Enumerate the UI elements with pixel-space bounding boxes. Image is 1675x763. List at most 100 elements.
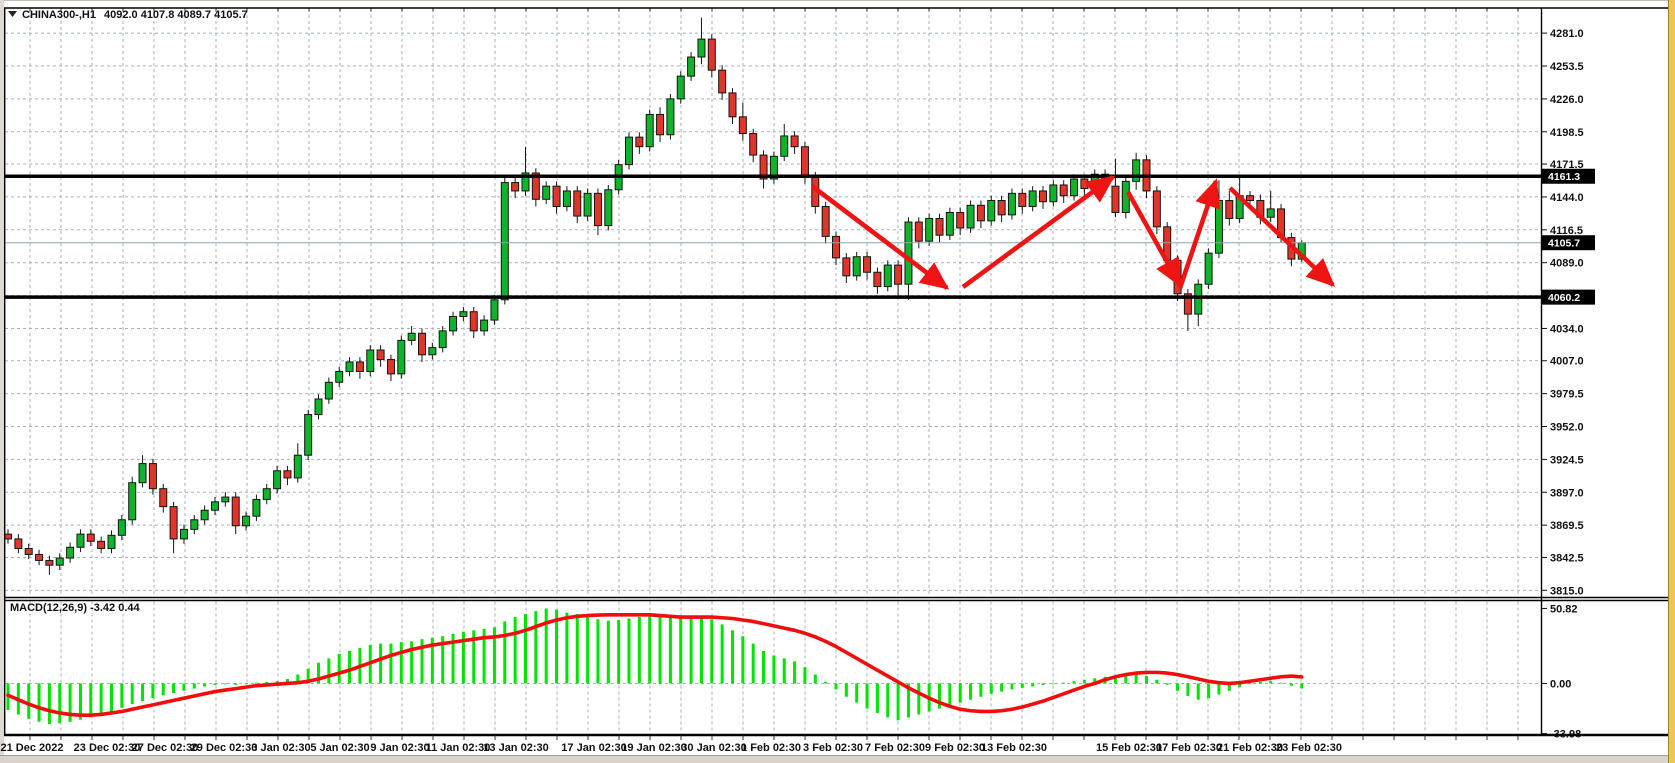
macd-histogram-bar [1020,683,1024,688]
candle [355,357,364,379]
bull-candle-body [107,534,116,549]
candle [1225,190,1234,226]
macd-histogram-bar [565,612,569,684]
macd-histogram-bar [855,683,859,703]
candle [1018,188,1027,214]
candle [76,529,85,553]
time-tick-label: 3 Feb 02:30 [803,742,863,754]
bear-candle-body [469,311,478,332]
candle [687,52,696,81]
candle [376,345,385,367]
bear-candle-body [511,182,520,192]
time-tick-label: 23 Feb 02:30 [1276,742,1342,754]
candle [562,186,571,212]
window-right-scroll-strip[interactable] [1668,0,1675,763]
trend-arrow[interactable] [810,184,950,290]
bull-candle-body [252,498,261,517]
bull-candle-body [1132,159,1141,182]
bear-candle-body [873,271,882,288]
macd-histogram-bar [120,683,124,708]
macd-series [6,608,1304,725]
trend-arrow[interactable] [961,175,1116,289]
macd-histogram-bar [151,683,155,699]
bear-candle-body [231,496,240,527]
candle [35,549,44,566]
bear-candle-body [169,506,178,540]
candle [676,71,685,104]
bull-candle-body [500,182,509,301]
macd-histogram-bar [461,631,465,684]
trend-arrow[interactable] [1125,190,1183,288]
trend-arrow[interactable] [1177,178,1220,289]
macd-histogram-bar [979,683,983,697]
macd-histogram-bar [1238,683,1242,688]
candle [45,555,54,575]
macd-histogram-bar [1072,681,1076,684]
bear-candle-body [355,361,364,373]
resistance-price-badge-label: 4161.3 [1548,171,1580,183]
macd-histogram-bar [1289,683,1293,686]
macd-histogram-bar [555,609,559,684]
candle [790,131,799,154]
bull-candle-body [304,414,313,456]
price-tick-label: 4253.5 [1550,61,1584,73]
candle [1121,176,1130,219]
macd-histogram-bar [420,639,424,684]
candle [552,181,561,214]
macd-histogram-bar [803,667,807,684]
bull-candle-body [128,482,137,521]
time-tick-label: 23 Dec 02:30 [74,742,141,754]
bull-candle-body [987,200,996,222]
candle [511,177,520,199]
chart-header: CHINA300-,H1 4092.0 4107.8 4089.7 4105.7 [8,9,248,21]
bear-candle-body [531,172,540,200]
macd-histogram-bar [1269,681,1273,684]
candle [1039,186,1047,209]
macd-histogram-bar [441,636,445,684]
candle [304,409,313,460]
trend-arrows[interactable] [810,175,1336,290]
candle [997,195,1006,223]
candle [428,342,437,360]
macd-histogram-bar [451,634,455,684]
macd-histogram-bar [203,683,207,687]
candle [666,94,675,140]
macd-histogram-bar [1227,683,1231,691]
bear-candle-body [552,185,561,207]
time-tick-label: 15 Feb 02:30 [1096,742,1162,754]
time-tick-label: 5 Jan 02:30 [310,742,369,754]
macd-histogram-bar [958,683,962,703]
candle [314,394,323,420]
bear-candle-body [707,38,716,71]
trend-arrow[interactable] [1228,186,1336,287]
price-axis[interactable]: 4281.0 4253.5 4226.0 4198.5 4171.5 4144.0 4116… [1542,28,1595,741]
bear-candle-body [863,256,872,273]
bull-candle-body [542,185,551,200]
time-tick-label: 1 Feb 02:30 [741,742,801,754]
bull-candle-body [66,546,75,559]
macd-histogram-bar [606,620,610,684]
candle [469,306,478,339]
bull-candle-body [324,381,333,400]
candle [190,514,199,535]
time-tick-label: 17 Feb 02:30 [1156,742,1222,754]
bear-candle-body [914,221,923,242]
macd-histogram-bar [575,614,579,684]
symbol-dropdown-icon[interactable] [8,11,17,17]
bear-candle-body [283,470,292,479]
bear-candle-body [24,547,33,555]
candle [821,201,830,244]
bull-candle-body [293,454,302,479]
candle [438,326,447,353]
macd-histogram-bar [1176,683,1180,691]
candle [159,483,168,513]
candle [148,458,157,495]
macd-histogram-bar [1031,683,1035,687]
candle [231,492,240,535]
price-tick-label: 3842.5 [1550,552,1584,564]
macd-histogram-bar [327,658,331,684]
bull-candle-body [966,204,975,229]
candle [500,175,509,305]
